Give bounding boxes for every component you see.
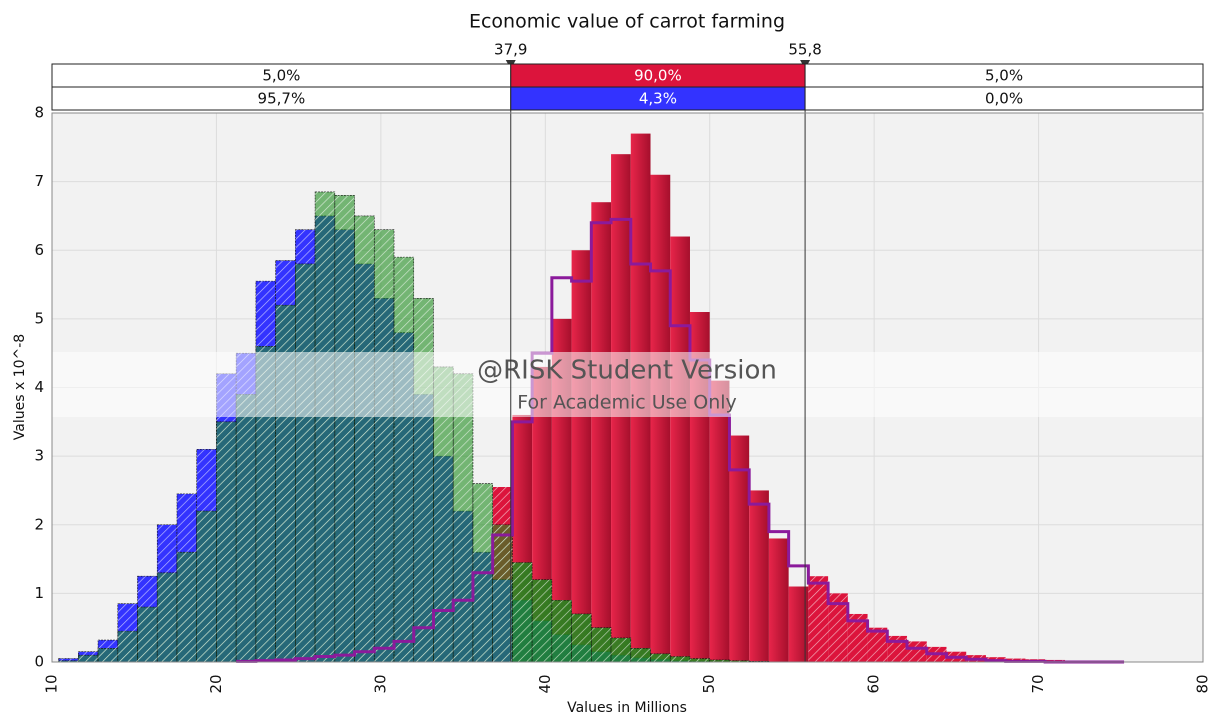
- bar-hatch: [512, 562, 533, 662]
- histogram-bar: [591, 202, 612, 662]
- bar-hatch: [394, 257, 414, 662]
- histogram-bar: [650, 174, 671, 662]
- bar-hatch: [571, 613, 592, 662]
- x-tick-label: 10: [43, 674, 61, 693]
- histogram-bar: [788, 586, 809, 662]
- bar-hatch: [828, 593, 848, 662]
- x-tick-label: 30: [371, 674, 389, 693]
- bar-hatch: [58, 660, 79, 662]
- band-label: 0,0%: [985, 90, 1023, 108]
- bar-hatch: [216, 421, 237, 662]
- bar-hatch: [591, 627, 612, 662]
- x-tick-label: 20: [207, 674, 225, 693]
- y-tick-label: 6: [34, 241, 44, 259]
- delimiter-label: 37,9: [494, 41, 527, 59]
- bar-hatch: [670, 656, 690, 662]
- bar-hatch: [808, 576, 829, 662]
- delimiter-label: 55,8: [788, 41, 821, 59]
- band-label: 4,3%: [639, 90, 677, 108]
- y-tick-label: 3: [34, 447, 44, 465]
- histogram-bar: [571, 250, 592, 662]
- x-tick-label: 80: [1194, 674, 1212, 693]
- x-tick-label: 40: [536, 674, 554, 693]
- bar-hatch: [98, 648, 118, 662]
- histogram-bar: [729, 435, 750, 662]
- bar-hatch: [611, 637, 631, 662]
- bar-hatch: [532, 579, 552, 662]
- x-tick-label: 70: [1029, 674, 1047, 693]
- plot-border: [51, 112, 1204, 663]
- watermark: @RISK Student Version: [477, 356, 777, 386]
- step-line: [236, 217, 1125, 664]
- bar-hatch: [433, 366, 454, 662]
- bar-hatch: [137, 607, 158, 662]
- bar-hatch: [729, 660, 750, 662]
- watermark-band: [52, 352, 1203, 417]
- bar-hatch: [551, 600, 572, 662]
- bar-hatch: [157, 572, 177, 662]
- bar-hatch: [315, 191, 335, 662]
- y-tick-label: 5: [34, 309, 44, 327]
- x-tick-label: 50: [700, 674, 718, 693]
- bar-hatch: [847, 613, 868, 662]
- bar-hatch: [907, 641, 927, 662]
- bar-hatch: [58, 658, 79, 662]
- y-axis-label: Values x 10^-8: [12, 334, 28, 440]
- x-axis-label: Values in Millions: [567, 700, 687, 716]
- bar-hatch: [887, 635, 908, 662]
- bar-hatch: [689, 658, 710, 662]
- band-label: 90,0%: [634, 67, 682, 85]
- bar-hatch: [117, 631, 138, 662]
- bar-hatch: [650, 653, 671, 662]
- bar-hatch: [295, 263, 316, 662]
- histogram-bar: [768, 538, 789, 662]
- bar-hatch: [867, 627, 888, 662]
- bar-hatch: [354, 215, 375, 662]
- bar-hatch: [196, 511, 217, 662]
- bar-hatch: [334, 195, 355, 662]
- histogram-bar: [670, 236, 690, 662]
- y-tick-label: 4: [34, 378, 44, 396]
- x-tick-label: 60: [865, 674, 883, 693]
- histogram-bar: [749, 490, 769, 662]
- y-tick-label: 8: [34, 104, 44, 122]
- bar-hatch: [709, 659, 730, 662]
- band-label: 95,7%: [258, 90, 306, 108]
- y-tick-label: 1: [34, 584, 44, 602]
- y-tick-label: 7: [34, 172, 44, 190]
- bar-hatch: [255, 346, 276, 662]
- band-label: 5,0%: [985, 67, 1023, 85]
- bar-hatch: [374, 229, 395, 662]
- band-segment: [804, 86, 1204, 111]
- bar-hatch: [176, 552, 197, 662]
- y-tick-label: 0: [34, 653, 44, 671]
- watermark: For Academic Use Only: [517, 392, 737, 414]
- histogram-bar: [709, 380, 730, 662]
- chart-title: Economic value of carrot farming: [469, 11, 785, 33]
- bar-hatch: [236, 394, 256, 662]
- band-label: 5,0%: [262, 67, 300, 85]
- y-tick-label: 2: [34, 515, 44, 533]
- bar-hatch: [630, 648, 651, 662]
- bar-hatch: [492, 524, 513, 662]
- bar-hatch: [78, 655, 99, 662]
- bar-hatch: [453, 373, 473, 662]
